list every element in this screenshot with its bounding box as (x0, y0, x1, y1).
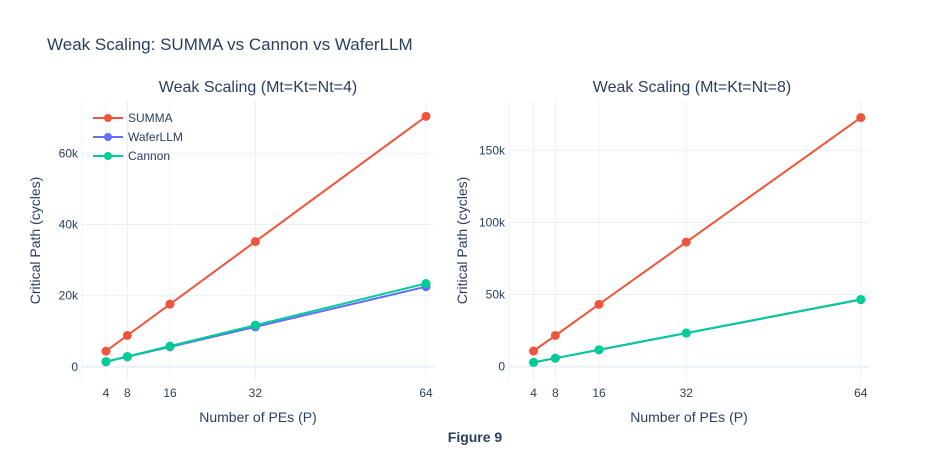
figure-caption: Figure 9 (448, 429, 503, 445)
legend-swatch-marker (104, 114, 112, 122)
data-point (250, 237, 260, 247)
legend-item: Cannon (93, 149, 170, 163)
legend-label: Cannon (128, 149, 170, 163)
y-tick-label: 150k (479, 143, 506, 157)
y-tick-label: 60k (59, 146, 79, 160)
data-point (421, 279, 431, 289)
data-point (529, 357, 539, 367)
y-axis-label: Critical Path (cycles) (454, 177, 470, 305)
data-point (856, 294, 866, 304)
data-point (122, 351, 132, 361)
y-tick-label: 20k (59, 289, 79, 303)
series-summa (529, 113, 866, 356)
legend: SUMMA WaferLLM Cannon (93, 111, 183, 163)
y-tick-label: 50k (486, 288, 506, 302)
y-tick-label: 40k (59, 217, 79, 231)
data-point (529, 346, 539, 356)
data-point (550, 330, 560, 340)
y-tick-label: 0 (498, 360, 505, 374)
y-tick-label: 0 (71, 360, 78, 374)
series-cannon (529, 294, 866, 367)
data-point (681, 328, 691, 338)
data-point (594, 299, 604, 309)
x-axis-label: Number of PEs (P) (199, 409, 316, 425)
series-cannon (101, 279, 431, 367)
legend-label: WaferLLM (128, 130, 183, 144)
data-point (101, 346, 111, 356)
y-tick-label: 100k (479, 215, 506, 229)
x-tick-label: 8 (124, 386, 131, 400)
subplot-left: Weak Scaling (Mt=Kt=Nt=4) 0 20k 40k 60k 4 8 16 3… (27, 79, 434, 425)
subplot-title: Weak Scaling (Mt=Kt=Nt=4) (159, 79, 357, 96)
data-point (165, 341, 175, 351)
data-point (550, 353, 560, 363)
legend-swatch-marker (104, 133, 112, 141)
series-summa (101, 111, 431, 356)
legend-item: SUMMA (93, 111, 173, 125)
x-tick-label: 8 (552, 386, 559, 400)
data-point (856, 113, 866, 123)
figure-title: Weak Scaling: SUMMA vs Cannon vs WaferLL… (47, 35, 413, 54)
x-tick-label: 32 (249, 386, 263, 400)
data-point (681, 237, 691, 247)
x-axis-label: Number of PEs (P) (630, 409, 747, 425)
data-point (421, 111, 431, 121)
x-tick-label: 4 (103, 386, 110, 400)
y-axis-label: Critical Path (cycles) (27, 177, 43, 305)
x-tick-label: 16 (592, 386, 606, 400)
series-line (533, 298, 861, 364)
x-tick-label: 32 (680, 386, 694, 400)
subplot-right: Weak Scaling (Mt=Kt=Nt=8) 0 50k 100k 150k 4 8 1… (454, 79, 869, 425)
data-point (165, 299, 175, 309)
x-tick-label: 4 (530, 386, 537, 400)
x-tick-label: 64 (419, 386, 433, 400)
data-point (101, 357, 111, 367)
subplot-title: Weak Scaling (Mt=Kt=Nt=8) (593, 79, 791, 96)
data-point (122, 330, 132, 340)
data-point (250, 320, 260, 330)
series-line (532, 116, 862, 352)
data-point (594, 345, 604, 355)
legend-label: SUMMA (128, 111, 173, 125)
x-tick-label: 16 (163, 386, 177, 400)
legend-swatch-marker (104, 152, 112, 160)
x-tick-label: 64 (854, 386, 868, 400)
legend-item: WaferLLM (93, 130, 183, 144)
